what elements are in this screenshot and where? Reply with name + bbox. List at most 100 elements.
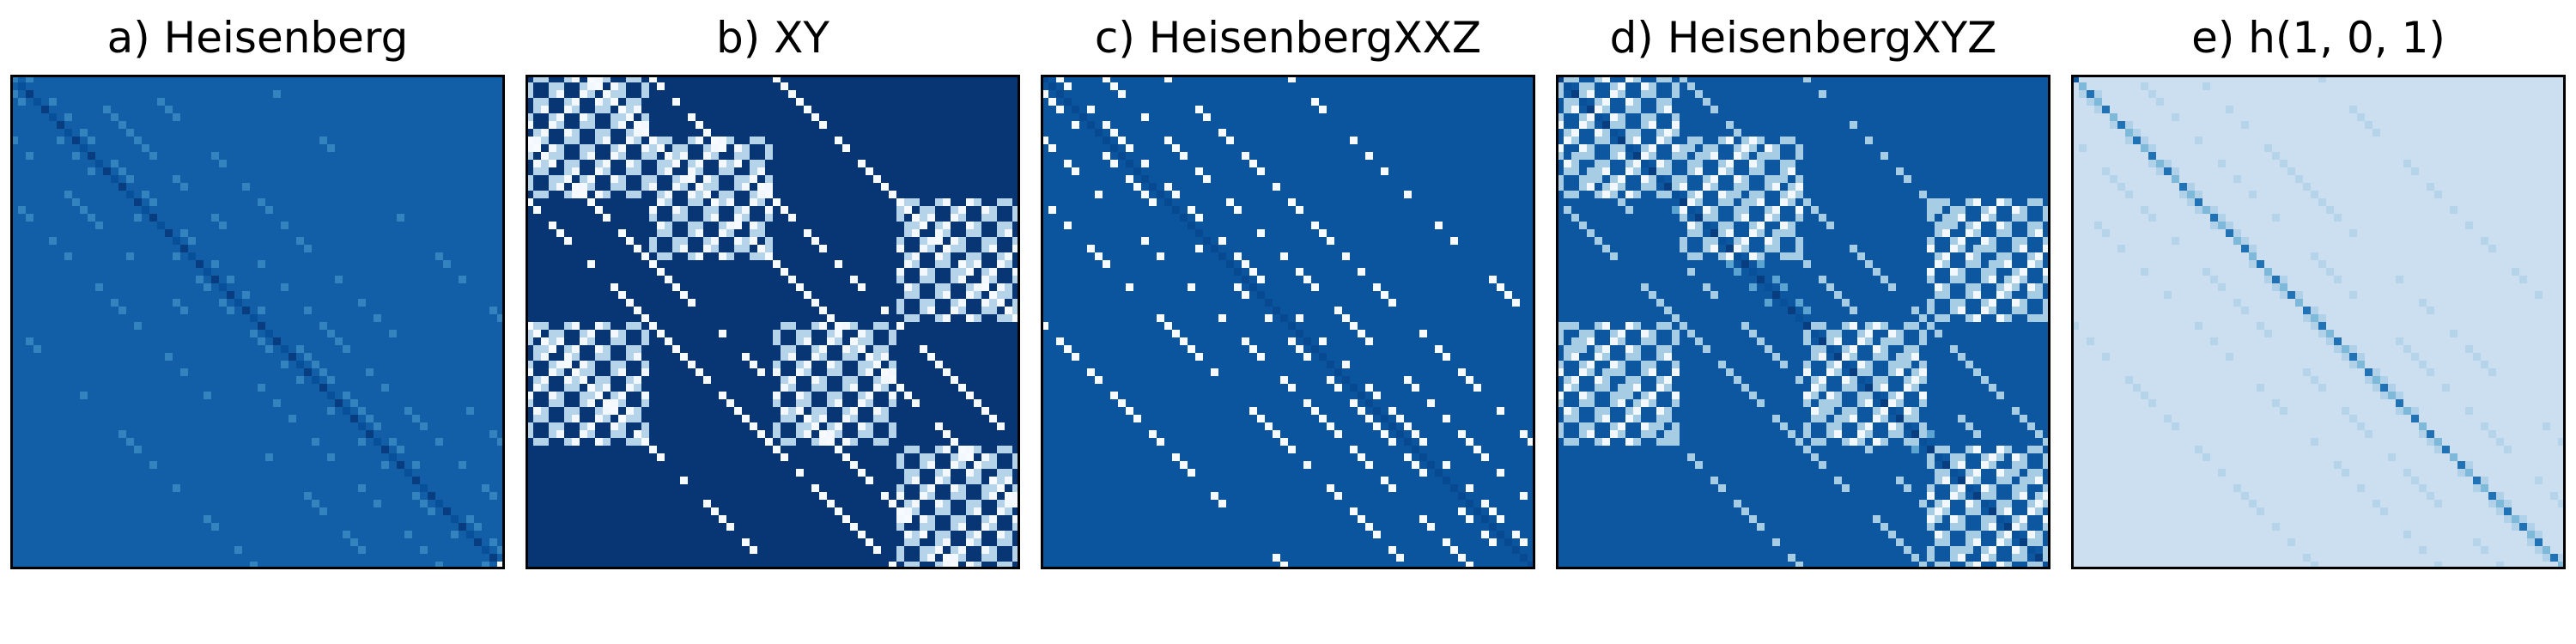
heatmap-cell [41,106,50,114]
heatmap-cell [466,562,475,569]
heatmap-cell [819,137,828,145]
heatmap-cell [358,531,367,539]
heatmap-cell [319,283,328,292]
heatmap-cell [289,283,297,292]
heatmap-cell [142,399,150,408]
heatmap-cell [227,477,235,485]
heatmap-cell [204,314,212,323]
heatmap-cell [474,175,483,184]
heatmap-cell [26,554,34,562]
heatmap-cell [412,137,421,145]
heatmap-cell [227,345,235,354]
heatmap-cell [757,137,766,145]
heatmap-cell [497,562,505,569]
heatmap-cell [358,415,367,423]
heatmap-cell [781,167,789,176]
heatmap-cell [397,515,405,524]
heatmap-cell [188,106,197,114]
heatmap-cell [258,106,266,114]
heatmap-cell [134,314,143,323]
heatmap-cell [111,345,119,354]
heatmap-cell [397,461,405,470]
heatmap-cell [420,98,428,106]
heatmap-cell [327,438,336,447]
heatmap-cell [33,299,42,307]
heatmap-cell [443,361,452,369]
heatmap-cell [18,206,27,215]
heatmap-cell [49,206,58,215]
heatmap-cell [227,291,235,300]
heatmap-cell [466,152,475,161]
heatmap-cell [165,546,173,555]
heatmap-cell [204,198,212,207]
heatmap-cell [404,167,413,176]
heatmap-cell [459,554,467,562]
heatmap-cell [428,446,436,454]
heatmap-cell [49,446,58,454]
heatmap-cell [118,407,127,416]
heatmap-cell [788,175,797,184]
heatmap-cell [443,152,452,161]
heatmap-cell [204,469,212,477]
heatmap-cell [927,137,936,145]
heatmap-cell [327,198,336,207]
heatmap-cell [219,291,228,300]
heatmap-cell [358,283,367,292]
heatmap-cell [111,167,119,176]
heatmap-cell [312,98,320,106]
heatmap-cell [466,500,475,508]
heatmap-cell [773,167,781,176]
heatmap-cell [397,500,405,508]
heatmap-cell [26,237,34,246]
heatmap-cell [57,260,65,269]
heatmap-cell [981,98,990,106]
heatmap-cell [165,276,173,284]
heatmap-cell [103,90,112,99]
heatmap-cell [118,268,127,276]
heatmap-cell [88,477,96,485]
heatmap-cell [358,538,367,547]
heatmap-cell [641,129,650,137]
heatmap-cell [866,167,874,176]
heatmap-cell [126,183,135,191]
heatmap-cell [719,167,727,176]
heatmap-cell [482,183,490,191]
heatmap-cell [389,515,398,524]
heatmap-cell [404,198,413,207]
heatmap-cell [389,538,398,547]
heatmap-cell [250,507,258,516]
heatmap-cell [435,500,444,508]
heatmap-cell [549,121,557,130]
heatmap-cell [358,392,367,400]
heatmap-cell [343,407,351,416]
heatmap-cell [482,392,490,400]
heatmap-cell [696,82,704,91]
heatmap-cell [103,137,112,145]
heatmap-cell [389,330,398,338]
heatmap-cell [466,484,475,493]
heatmap-cell [482,500,490,508]
heatmap-cell [381,484,390,493]
heatmap-cell [273,361,282,369]
heatmap-cell [951,167,959,176]
heatmap-cell [657,106,665,114]
heatmap-cell [103,531,112,539]
heatmap-cell [319,446,328,454]
heatmap-cell [88,137,96,145]
heatmap-cell [618,160,627,168]
heatmap-cell [165,98,173,106]
heatmap-cell [842,152,851,161]
heatmap-cell [443,276,452,284]
heatmap-cell [819,90,828,99]
heatmap-cell [111,399,119,408]
heatmap-cell [57,113,65,122]
heatmap-cell [265,245,274,253]
heatmap-cell [389,137,398,145]
heatmap-cell [451,314,459,323]
heatmap-cell [49,268,58,276]
heatmap-cell [157,330,166,338]
heatmap-cell [234,546,243,555]
heatmap-cell [657,144,665,153]
heatmap-cell [26,523,34,532]
heatmap-cell [304,229,313,238]
